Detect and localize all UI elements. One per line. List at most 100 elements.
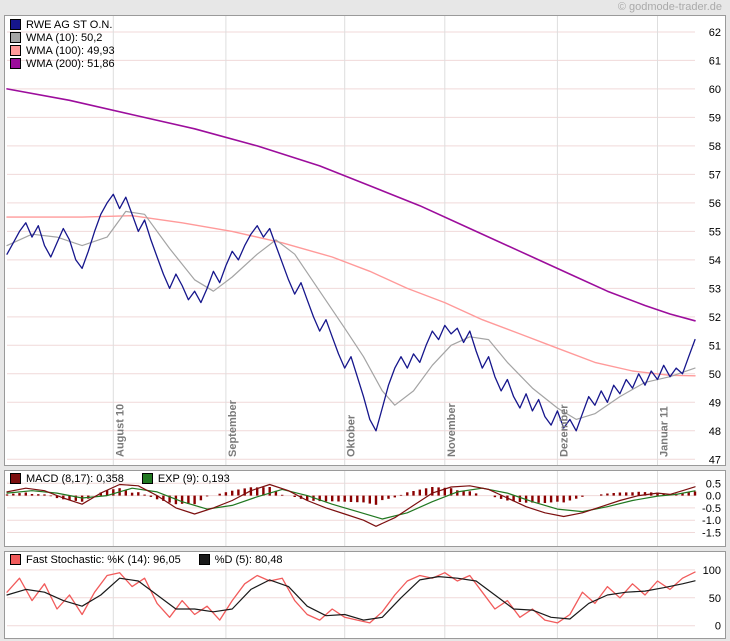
y-axis-label: 58 — [709, 141, 721, 153]
macd-histogram-bar — [55, 495, 59, 499]
macd-histogram-bar — [306, 495, 309, 501]
macd-histogram-bar — [374, 495, 378, 505]
macd-histogram-bar — [406, 492, 409, 496]
macd-histogram-bar — [80, 495, 84, 502]
price-chart-panel: 62 61 60 59 58 57 56 55 54 53 52 51 50 49 48 47 August 1… — [4, 15, 726, 466]
legend-item: WMA (10): 50,2 — [10, 31, 115, 44]
y-axis-label: 51 — [709, 340, 721, 352]
macd-histogram-bar — [162, 495, 165, 501]
macd-legend: MACD (8,17): 0,358 EXP (9): 0,193 — [10, 472, 230, 485]
x-axis-label: Oktober — [346, 414, 358, 457]
macd-histogram-bar — [612, 493, 615, 496]
y-axis-label: 54 — [709, 255, 721, 267]
stochastic-k-line — [6, 571, 696, 624]
macd-histogram-bar — [443, 487, 446, 496]
wma10-line — [6, 210, 696, 420]
wma100-line — [6, 215, 696, 377]
macd-histogram-bar — [562, 495, 565, 503]
macd-histogram-bar — [549, 495, 553, 503]
macd-histogram-bar — [349, 495, 353, 502]
macd-histogram-bar — [693, 491, 697, 496]
macd-histogram-bar — [412, 491, 415, 496]
macd-histogram-bar — [12, 493, 15, 496]
stochastic-panel: 100 50 0 Fast Stochastic: %K (14): 96,05 %D… — [4, 551, 726, 639]
y-axis-label: 47 — [709, 454, 721, 465]
legend-item: WMA (100): 49,93 — [10, 44, 115, 57]
macd-histogram-bar — [168, 495, 171, 503]
legend-label: WMA (10): 50,2 — [26, 31, 103, 44]
macd-histogram-bar — [493, 495, 497, 498]
legend-label: %D (5): 80,48 — [214, 553, 283, 566]
macd-histogram-bar — [462, 490, 465, 496]
macd-histogram-bar — [581, 495, 584, 497]
legend-label: RWE AG ST O.N. — [26, 18, 113, 31]
y-axis-label: -1.5 — [702, 528, 721, 540]
macd-histogram-bar — [37, 494, 40, 496]
stochastic-d-line — [6, 576, 696, 621]
macd-histogram-bar — [155, 495, 159, 500]
macd-histogram-bar — [556, 495, 559, 502]
macd-histogram-bar — [68, 495, 71, 501]
wma200-line — [6, 88, 696, 322]
macd-histogram-bar — [537, 495, 540, 503]
macd-histogram-bar — [43, 494, 46, 496]
y-axis-label: 0.5 — [706, 478, 721, 490]
macd-histogram-bar — [205, 495, 209, 497]
macd-histogram-bar — [224, 492, 228, 496]
x-axis-label: Dezember — [558, 404, 570, 457]
macd-histogram-bar — [24, 492, 27, 496]
y-axis-label: -1.0 — [702, 515, 721, 527]
legend-label: WMA (100): 49,93 — [26, 44, 115, 57]
y-axis-label: 62 — [709, 27, 721, 39]
y-axis-label: 61 — [709, 55, 721, 67]
legend-label: EXP (9): 0,193 — [157, 472, 230, 485]
macd-histogram-bar — [99, 492, 102, 496]
macd-histogram-bar — [368, 495, 371, 504]
legend-label: Fast Stochastic: %K (14): 96,05 — [26, 553, 181, 566]
macd-histogram-bar — [237, 489, 240, 496]
macd-histogram-bar — [105, 490, 109, 496]
macd-histogram-bar — [393, 495, 396, 498]
macd-histogram-bar — [318, 495, 321, 502]
macd-histogram-bar — [30, 494, 34, 496]
macd-histogram-bar — [456, 490, 459, 496]
macd-histogram-bar — [18, 493, 21, 496]
price-chart-canvas: 62 61 60 59 58 57 56 55 54 53 52 51 50 49 48 47 August 1… — [6, 16, 721, 465]
y-axis-label: 60 — [709, 84, 721, 96]
macd-histogram-bar — [568, 495, 572, 501]
legend-item: Fast Stochastic: %K (14): 96,05 — [10, 553, 181, 566]
macd-histogram-bar — [662, 493, 665, 496]
legend-swatch-icon — [10, 473, 21, 484]
stochastic-canvas: 100 50 0 — [6, 552, 721, 638]
macd-histogram-bar — [262, 487, 265, 496]
y-axis-label: 49 — [709, 397, 721, 409]
macd-histogram-bar — [518, 495, 522, 502]
y-axis-label: 59 — [709, 112, 721, 124]
legend-label: WMA (200): 51,86 — [26, 57, 115, 70]
macd-histogram-bar — [424, 488, 428, 496]
macd-histogram-bar — [74, 495, 77, 501]
macd-histogram-bar — [418, 489, 421, 496]
macd-panel: 0.5 0.0 -0.5 -1.0 -1.5 MACD (8,17): 0,358 EXP… — [4, 470, 726, 547]
price-line — [6, 193, 696, 432]
y-axis-label: 0.0 — [706, 491, 721, 503]
macd-histogram-bar — [606, 493, 609, 496]
macd-histogram-bar — [281, 494, 284, 496]
legend-item: %D (5): 80,48 — [198, 553, 283, 566]
macd-histogram-bar — [687, 492, 690, 496]
macd-histogram-bar — [543, 495, 547, 503]
legend-item: EXP (9): 0,193 — [141, 472, 230, 485]
y-axis-label: 48 — [709, 426, 721, 438]
macd-histogram-bar — [180, 495, 184, 504]
macd-histogram-bar — [124, 490, 127, 496]
macd-histogram-bar — [130, 492, 134, 496]
macd-histogram-bar — [5, 494, 9, 496]
legend-swatch-icon — [10, 45, 21, 56]
macd-histogram-bar — [343, 495, 346, 502]
price-chart-legend: RWE AG ST O.N. WMA (10): 50,2 WMA (100): 4… — [10, 18, 115, 70]
y-axis-label: 50 — [709, 593, 721, 605]
macd-histogram-bar — [199, 495, 203, 501]
macd-histogram-bar — [681, 493, 684, 496]
macd-histogram-bar — [575, 495, 578, 499]
